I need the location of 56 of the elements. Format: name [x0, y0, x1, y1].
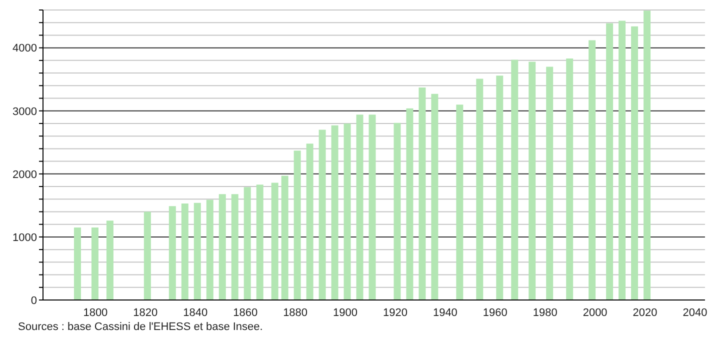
- bar: [91, 228, 98, 300]
- bar: [631, 26, 638, 300]
- bar: [546, 66, 554, 300]
- x-tick-label: 1980: [532, 306, 558, 319]
- x-tick-label: 1960: [482, 306, 508, 319]
- bar: [476, 78, 484, 300]
- bar: [418, 88, 426, 300]
- bar: [644, 10, 651, 300]
- bar: [528, 62, 536, 300]
- x-tick-label: 2020: [632, 306, 658, 319]
- bar: [74, 228, 81, 300]
- x-tick-label: 1920: [382, 306, 408, 319]
- bar: [271, 182, 278, 300]
- bar: [331, 125, 338, 300]
- bar: [318, 130, 326, 300]
- y-tick-label: 2000: [12, 168, 37, 181]
- bar: [194, 202, 201, 300]
- bar: [344, 123, 351, 300]
- bar: [511, 60, 518, 300]
- y-tick-label: 4000: [12, 42, 37, 55]
- y-tick-label: 1000: [12, 232, 37, 244]
- bar: [306, 144, 314, 300]
- bar: [168, 206, 176, 300]
- bar: [181, 204, 188, 300]
- bar: [406, 108, 414, 300]
- source-note: Sources : base Cassini de l'EHESS et base Insee.: [18, 321, 263, 333]
- bar: [588, 40, 596, 300]
- x-tick-label: 2040: [682, 306, 708, 319]
- x-tick-label: 1900: [333, 306, 358, 319]
- bar: [394, 122, 401, 300]
- bar: [356, 114, 364, 300]
- y-tick-label: 0: [30, 294, 37, 307]
- bar: [144, 212, 151, 300]
- x-tick-label: 1880: [283, 306, 308, 319]
- bar: [244, 187, 251, 300]
- bar: [281, 176, 288, 300]
- bar: [618, 20, 626, 300]
- bar: [231, 194, 238, 300]
- bar: [256, 184, 264, 300]
- x-tick-label: 1800: [83, 306, 108, 319]
- x-tick-label: 2000: [582, 306, 608, 319]
- bar: [456, 104, 464, 300]
- x-tick-label: 1820: [133, 306, 158, 319]
- bar: [106, 220, 114, 300]
- x-tick-label: 1840: [183, 306, 208, 319]
- bar: [606, 23, 614, 300]
- bar: [566, 58, 574, 300]
- bar: [218, 194, 226, 300]
- bar: [496, 76, 504, 300]
- bar: [431, 94, 438, 300]
- x-tick-label: 1940: [432, 306, 458, 319]
- bar: [368, 114, 376, 300]
- x-tick-label: 1860: [233, 306, 258, 319]
- y-tick-label: 3000: [12, 106, 37, 118]
- bar: [294, 150, 301, 300]
- bar: [206, 200, 214, 300]
